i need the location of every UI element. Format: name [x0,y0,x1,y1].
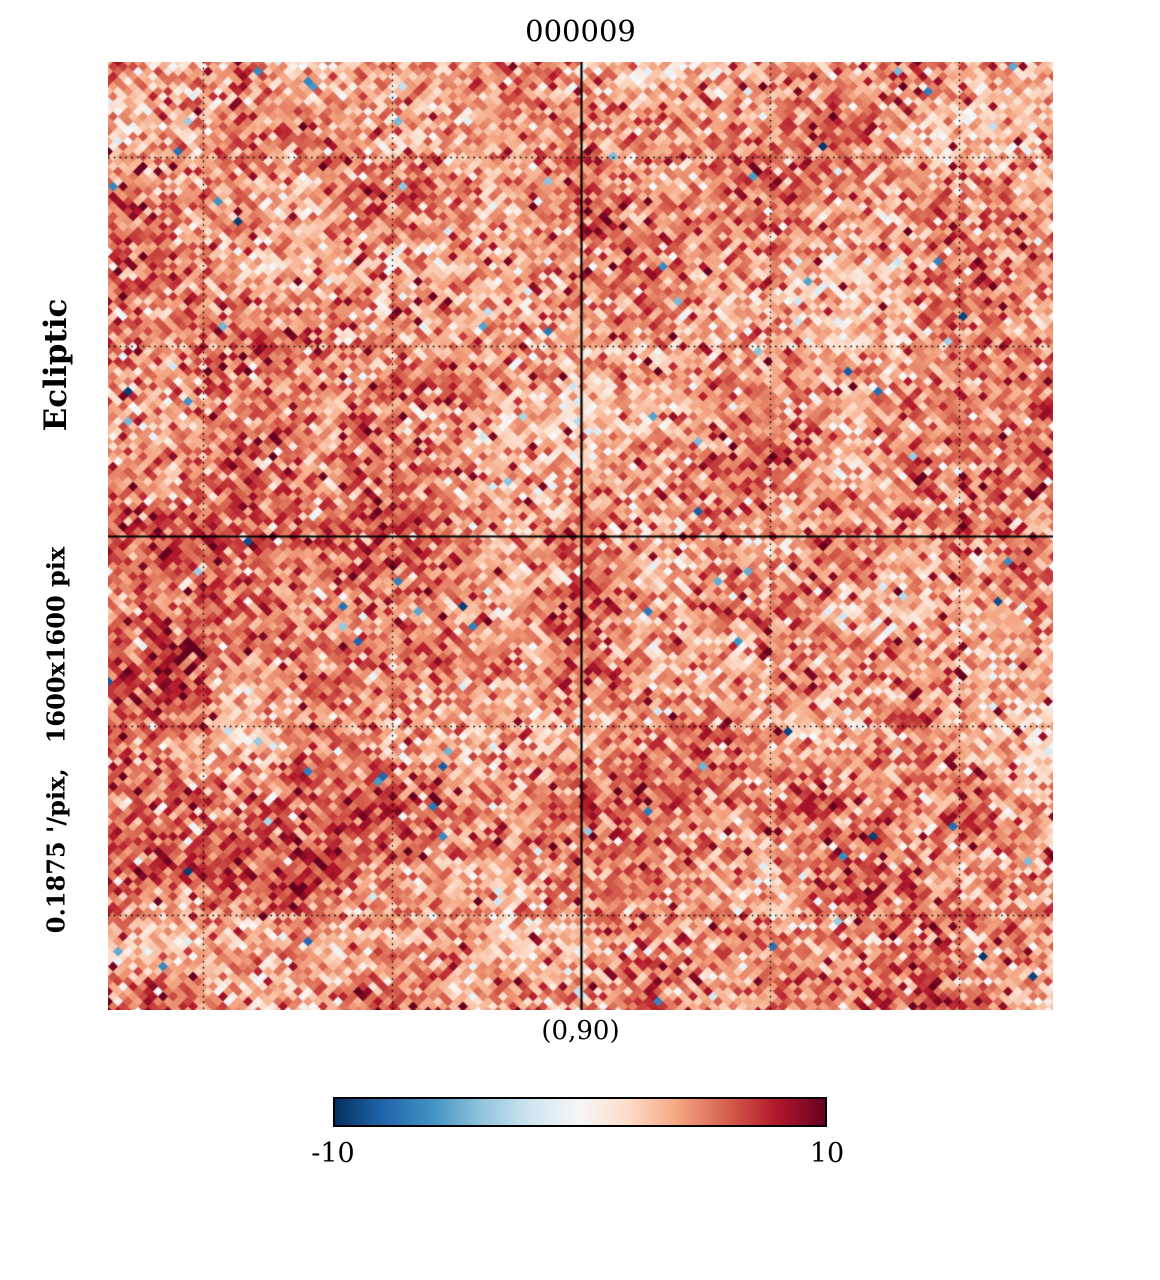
map-center-label: (0,90) [541,1016,620,1046]
colorbar-max-label: 10 [809,1138,845,1169]
colorbar [333,1097,827,1127]
colorbar-min-label: -10 [311,1138,355,1169]
coordinate-system-label: Ecliptic [38,298,74,432]
figure-title: 000009 [525,14,636,48]
resolution-label: 0.1875 '/pix, 1600x1600 pix [41,546,71,934]
sky-map-canvas [108,62,1053,1010]
